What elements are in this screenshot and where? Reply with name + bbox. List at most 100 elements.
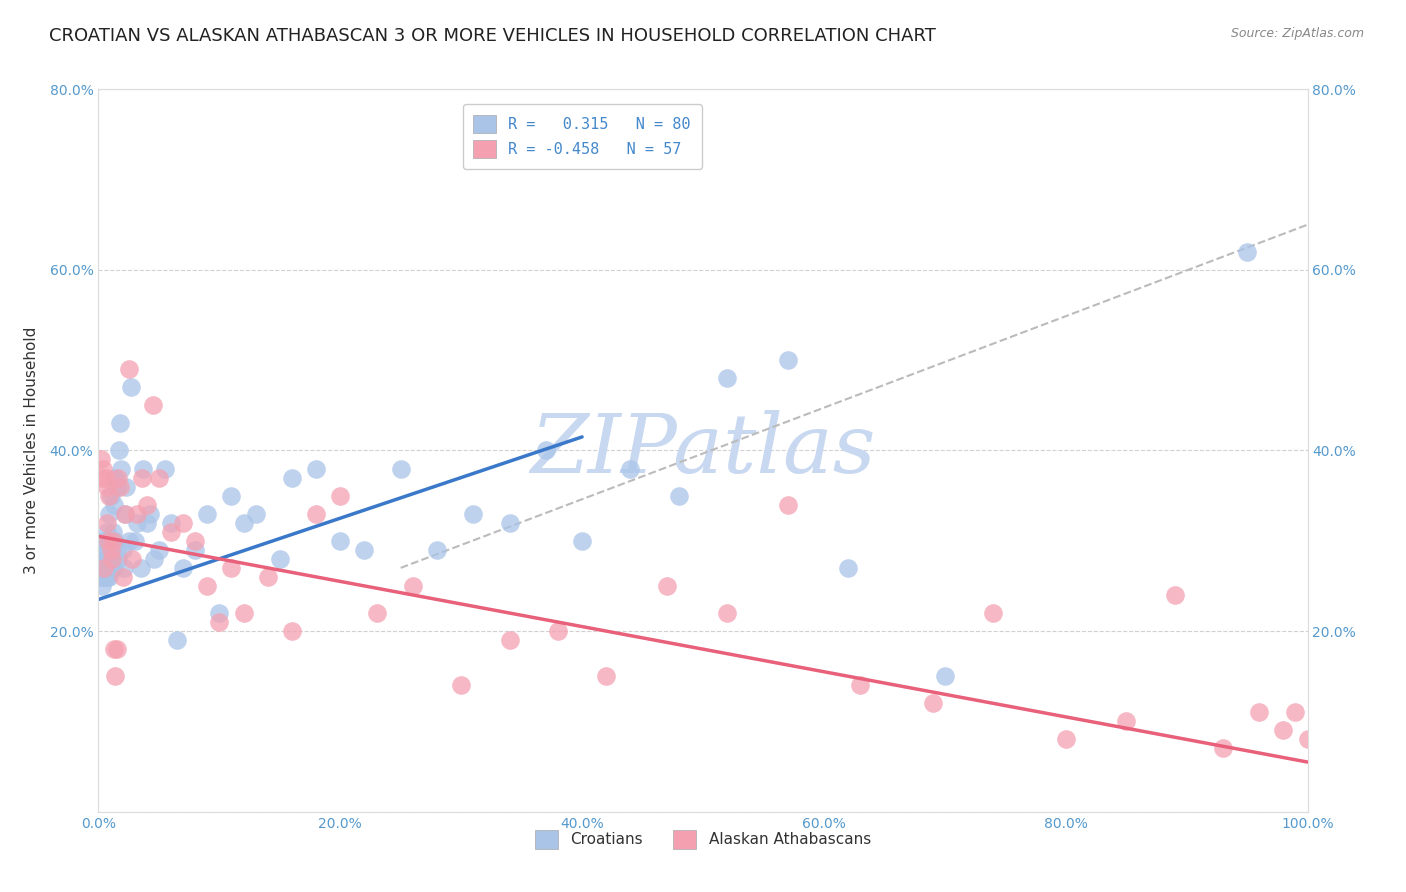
Point: [101, 533, 124, 548]
Point: [148, 542, 170, 557]
Point: [115, 480, 138, 494]
Point: [96, 542, 118, 557]
Point: [90, 570, 112, 584]
Point: [160, 516, 183, 530]
Point: [127, 507, 149, 521]
Point: [90, 452, 112, 467]
Point: [305, 507, 328, 521]
Point: [120, 380, 142, 394]
Point: [108, 417, 131, 431]
Point: [208, 606, 231, 620]
Point: [135, 516, 157, 530]
Point: [281, 624, 304, 639]
Point: [114, 507, 136, 521]
Point: [101, 542, 124, 557]
Point: [921, 697, 943, 711]
Point: [124, 533, 146, 548]
Point: [208, 615, 231, 629]
Point: [93, 533, 115, 548]
Point: [195, 579, 218, 593]
Point: [534, 443, 557, 458]
Point: [426, 542, 449, 557]
Point: [166, 633, 188, 648]
Point: [100, 542, 122, 557]
Point: [96, 480, 118, 494]
Point: [105, 642, 128, 657]
Point: [1284, 706, 1306, 720]
Point: [93, 551, 115, 566]
Point: [571, 533, 593, 548]
Point: [195, 507, 218, 521]
Point: [91, 570, 114, 584]
Point: [849, 678, 872, 692]
Point: [184, 542, 207, 557]
Point: [91, 570, 114, 584]
Point: [104, 470, 127, 484]
Point: [232, 516, 254, 530]
Point: [100, 551, 122, 566]
Point: [118, 533, 141, 548]
Point: [105, 480, 128, 494]
Point: [221, 561, 243, 575]
Point: [94, 470, 117, 484]
Text: Source: ZipAtlas.com: Source: ZipAtlas.com: [1230, 27, 1364, 40]
Point: [104, 669, 127, 683]
Point: [110, 461, 132, 475]
Point: [91, 461, 114, 475]
Point: [172, 516, 194, 530]
Point: [97, 533, 120, 548]
Point: [94, 561, 117, 575]
Point: [463, 507, 485, 521]
Point: [153, 461, 176, 475]
Point: [98, 489, 121, 503]
Point: [104, 533, 127, 548]
Point: [103, 561, 125, 575]
Point: [108, 443, 131, 458]
Point: [160, 524, 183, 539]
Point: [105, 542, 128, 557]
Point: [668, 489, 690, 503]
Point: [184, 533, 207, 548]
Point: [131, 470, 153, 484]
Legend: Croatians, Alaskan Athabascans: Croatians, Alaskan Athabascans: [529, 824, 877, 855]
Point: [103, 642, 125, 657]
Point: [221, 489, 243, 503]
Text: ZIPatlas: ZIPatlas: [530, 410, 876, 491]
Point: [135, 498, 157, 512]
Point: [269, 551, 291, 566]
Point: [329, 489, 352, 503]
Point: [1054, 732, 1077, 747]
Text: CROATIAN VS ALASKAN ATHABASCAN 3 OR MORE VEHICLES IN HOUSEHOLD CORRELATION CHART: CROATIAN VS ALASKAN ATHABASCAN 3 OR MORE…: [49, 27, 936, 45]
Point: [450, 678, 472, 692]
Point: [595, 669, 617, 683]
Point: [114, 507, 136, 521]
Point: [107, 470, 129, 484]
Point: [655, 579, 678, 593]
Point: [716, 371, 738, 385]
Point: [94, 551, 117, 566]
Point: [1296, 732, 1319, 747]
Point: [127, 516, 149, 530]
Point: [148, 470, 170, 484]
Point: [329, 533, 352, 548]
Point: [93, 561, 115, 575]
Point: [100, 489, 122, 503]
Point: [353, 542, 375, 557]
Point: [111, 570, 134, 584]
Point: [94, 570, 117, 584]
Point: [97, 561, 120, 575]
Point: [91, 470, 114, 484]
Point: [118, 362, 141, 376]
Point: [837, 561, 859, 575]
Point: [245, 507, 267, 521]
Y-axis label: 3 or more Vehicles in Household: 3 or more Vehicles in Household: [24, 326, 38, 574]
Point: [103, 498, 125, 512]
Point: [547, 624, 569, 639]
Point: [366, 606, 388, 620]
Point: [716, 606, 738, 620]
Point: [498, 633, 520, 648]
Point: [1212, 741, 1234, 756]
Point: [98, 507, 121, 521]
Point: [402, 579, 425, 593]
Point: [108, 480, 131, 494]
